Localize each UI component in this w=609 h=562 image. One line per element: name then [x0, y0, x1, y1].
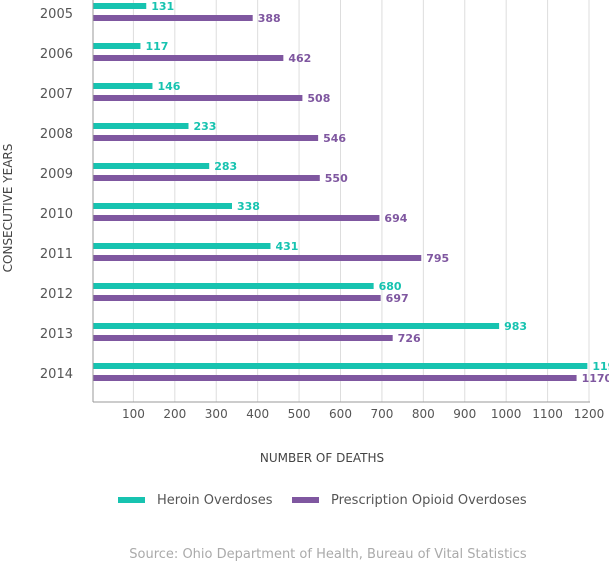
opioid-value-label: 508: [307, 92, 330, 105]
opioid-value-label: 1170: [582, 372, 609, 385]
opioid-value-label: 726: [398, 332, 421, 345]
heroin-value-label: 680: [379, 280, 402, 293]
x-axis-title: NUMBER OF DEATHS: [260, 451, 384, 465]
opioid-bar: [93, 215, 380, 221]
opioid-value-label: 546: [323, 132, 346, 145]
x-tick-label: 300: [205, 407, 228, 421]
heroin-bar: [93, 163, 210, 169]
heroin-bar: [93, 83, 153, 89]
heroin-bar: [93, 243, 271, 249]
heroin-value-label: 283: [214, 160, 237, 173]
x-tick-labels: 100 200 300 400 500 600 700 800 900 1000 1100 1200: [122, 407, 604, 421]
x-tick-label: 900: [453, 407, 476, 421]
heroin-value-label: 117: [145, 40, 168, 53]
opioid-value-label: 694: [384, 212, 407, 225]
heroin-bar: [93, 123, 189, 129]
x-tick-label: 1000: [491, 407, 522, 421]
x-tick-label: 800: [412, 407, 435, 421]
legend: Heroin Overdoses Prescription Opioid Ove…: [118, 493, 527, 508]
heroin-bar: [93, 3, 147, 9]
opioid-bar: [93, 335, 393, 341]
x-tick-label: 200: [163, 407, 186, 421]
year-label: 2005: [40, 7, 73, 22]
x-tick-label: 500: [288, 407, 311, 421]
heroin-bar: [93, 203, 232, 209]
bars: 131 388 117 462 146 508 233 546 283 550 338 694 431 7…: [93, 0, 609, 385]
heroin-bar: [93, 323, 500, 329]
x-tick-label: 1100: [532, 407, 563, 421]
legend-swatch-opioid: [292, 497, 319, 503]
opioid-bar: [93, 175, 320, 181]
x-tick-label: 1200: [574, 407, 605, 421]
opioid-bar: [93, 295, 381, 301]
year-label: 2012: [40, 287, 73, 302]
legend-label-heroin: Heroin Overdoses: [157, 493, 273, 508]
opioid-bar: [93, 255, 422, 261]
year-label: 2006: [40, 47, 73, 62]
opioid-value-label: 462: [288, 52, 311, 65]
heroin-value-label: 146: [157, 80, 180, 93]
opioid-value-label: 388: [258, 12, 281, 25]
x-tick-label: 700: [370, 407, 393, 421]
year-label: 2009: [40, 167, 73, 182]
x-tick-label: 400: [246, 407, 269, 421]
heroin-bar: [93, 283, 374, 289]
y-axis-title: CONSECUTIVE YEARS: [1, 144, 15, 273]
x-tick-label: 100: [122, 407, 145, 421]
opioid-bar: [93, 15, 253, 21]
year-label: 2008: [40, 127, 73, 142]
opioid-value-label: 795: [426, 252, 449, 265]
year-label: 2014: [40, 367, 73, 382]
opioid-bar: [93, 135, 319, 141]
heroin-value-label: 1196: [592, 360, 609, 373]
year-label: 2013: [40, 327, 73, 342]
heroin-value-label: 983: [504, 320, 527, 333]
heroin-bar: [93, 363, 588, 369]
gridlines: [132, 0, 590, 402]
opioid-bar: [93, 55, 284, 61]
opioid-bar: [93, 95, 303, 101]
y-tick-labels: 2005 2006 2007 2008 2009 2010 2011 2012 2013 2014: [40, 7, 73, 382]
year-label: 2007: [40, 87, 73, 102]
year-label: 2010: [40, 207, 73, 222]
opioid-value-label: 550: [325, 172, 348, 185]
x-tick-label: 600: [329, 407, 352, 421]
year-label: 2011: [40, 247, 73, 262]
heroin-bar: [93, 43, 141, 49]
opioid-bar: [93, 375, 577, 381]
heroin-value-label: 431: [276, 240, 299, 253]
opioid-value-label: 697: [386, 292, 409, 305]
heroin-value-label: 338: [237, 200, 260, 213]
legend-label-opioid: Prescription Opioid Overdoses: [331, 493, 527, 508]
heroin-value-label: 131: [151, 0, 174, 13]
source-note: Source: Ohio Department of Health, Burea…: [129, 547, 527, 562]
heroin-value-label: 233: [194, 120, 217, 133]
legend-swatch-heroin: [118, 497, 145, 503]
